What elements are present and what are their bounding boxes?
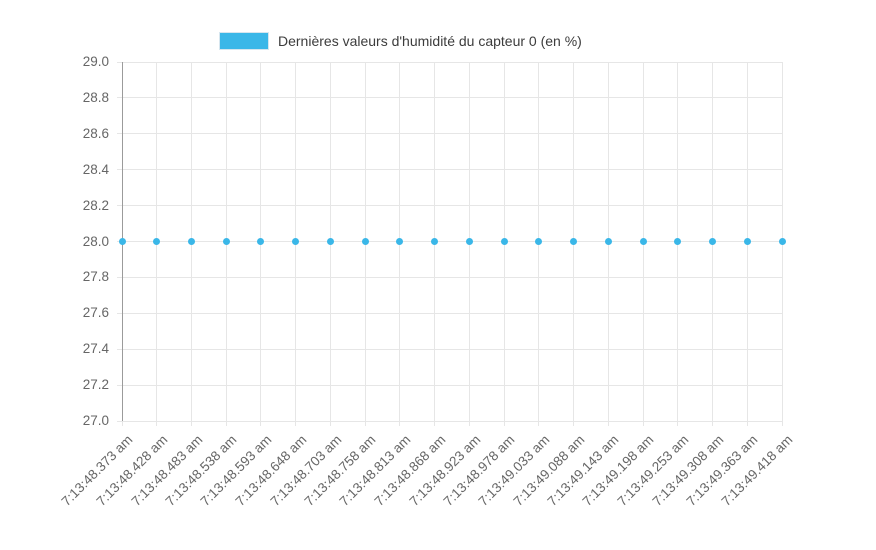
- x-tick-label: 7:13:49.198 am: [579, 432, 657, 509]
- x-tick-label: 7:13:49.363 am: [683, 432, 761, 509]
- x-tick-label: 7:13:48.868 am: [371, 432, 449, 509]
- y-tick-label: 28.4: [82, 161, 109, 177]
- y-tick-label: 27.4: [82, 341, 109, 357]
- y-gridline: [117, 420, 782, 422]
- x-tick-label: 7:13:49.088 am: [510, 432, 588, 509]
- y-tick-label: 27.2: [82, 377, 109, 393]
- x-tick-label: 7:13:48.648 am: [232, 432, 310, 509]
- y-tick-label: 28.2: [82, 197, 109, 213]
- legend-swatch: [220, 33, 268, 49]
- x-tick-label: 7:13:49.418 am: [718, 432, 796, 509]
- x-tick-label: 7:13:48.923 am: [406, 432, 483, 509]
- y-tick-label: 28.0: [82, 233, 109, 249]
- y-gridline: [117, 241, 782, 242]
- data-point[interactable]: [570, 238, 578, 245]
- x-tick-label: 7:13:48.978 am: [440, 432, 518, 509]
- y-tick-label: 29.0: [82, 54, 109, 69]
- x-tick-label: 7:13:48.538 am: [162, 432, 240, 509]
- plot-area: 29.0 28.8 28.6 28.4 28.2 28.0 27.8 27.6 27.4 27.2…: [59, 55, 796, 509]
- y-tick-label: 27.0: [82, 413, 109, 428]
- data-point[interactable]: [361, 238, 369, 245]
- x-tick-label: 7:13:48.703 am: [267, 432, 345, 509]
- data-point[interactable]: [604, 238, 612, 245]
- x-tick-label: 7:13:49.143 am: [544, 432, 622, 509]
- y-tick-label: 27.8: [82, 269, 109, 285]
- y-gridline: [117, 205, 782, 207]
- x-tick-label: 7:13:48.593 am: [197, 432, 275, 509]
- x-tick-label: 7:13:48.373 am: [58, 432, 136, 509]
- data-point[interactable]: [674, 238, 682, 245]
- data-point[interactable]: [396, 238, 404, 245]
- data-point[interactable]: [639, 238, 647, 245]
- y-gridline: [117, 276, 782, 278]
- y-gridline: [117, 348, 782, 350]
- data-point[interactable]: [535, 238, 543, 245]
- legend-label: Dernières valeurs d'humidité du capteur …: [278, 33, 582, 49]
- data-point[interactable]: [743, 238, 751, 245]
- y-tick-label: 27.6: [82, 305, 109, 321]
- y-gridline: [117, 169, 782, 171]
- data-point[interactable]: [153, 238, 161, 245]
- y-gridline: [117, 61, 782, 63]
- y-gridline: [117, 384, 782, 386]
- x-tick-label: 7:13:49.253 am: [614, 432, 692, 509]
- data-point[interactable]: [326, 238, 334, 245]
- data-point[interactable]: [222, 238, 230, 245]
- data-point[interactable]: [500, 238, 508, 245]
- y-tick-label: 28.8: [82, 89, 109, 105]
- x-tick-label: 7:13:48.813 am: [336, 432, 414, 509]
- data-point[interactable]: [187, 238, 195, 245]
- data-point[interactable]: [465, 238, 473, 245]
- data-point[interactable]: [431, 238, 439, 245]
- legend: Dernières valeurs d'humidité du capteur …: [220, 33, 582, 49]
- y-gridline: [117, 133, 782, 135]
- y-gridline: [117, 312, 782, 314]
- data-point[interactable]: [778, 238, 786, 245]
- y-gridline: [117, 97, 782, 99]
- x-tick-label: 7:13:49.308 am: [649, 432, 727, 509]
- data-point[interactable]: [292, 238, 300, 245]
- x-tick-label: 7:13:48.758 am: [301, 432, 379, 509]
- x-tick-label: 7:13:49.033 am: [475, 432, 553, 509]
- data-point[interactable]: [257, 238, 265, 245]
- x-tick-label: 7:13:48.428 am: [93, 432, 171, 509]
- data-point[interactable]: [118, 238, 126, 245]
- y-tick-label: 28.6: [82, 125, 109, 141]
- x-tick-label: 7:13:48.483 am: [128, 432, 206, 509]
- data-point[interactable]: [709, 238, 717, 245]
